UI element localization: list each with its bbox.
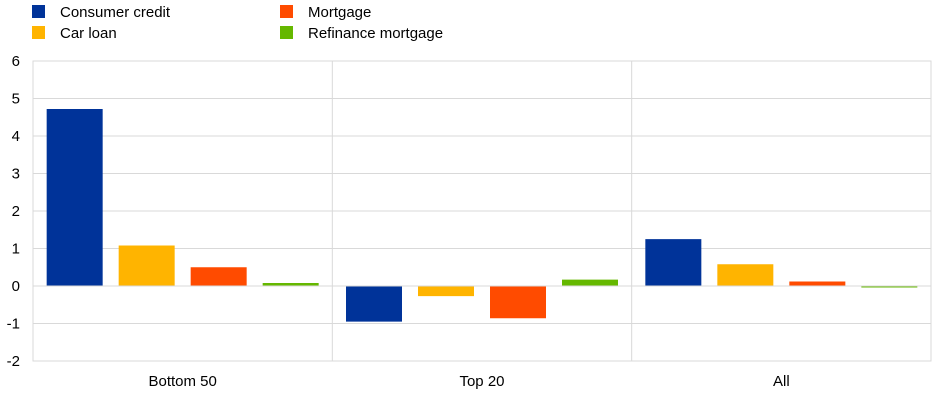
- legend-swatch-refinance-mortgage: [280, 26, 293, 39]
- bar-car-loan-bottom-50: [118, 245, 175, 286]
- bar-car-loan-top-20: [418, 286, 474, 297]
- y-tick-label: 5: [12, 91, 20, 108]
- category-separators: [331, 61, 633, 361]
- legend-swatch-mortgage: [280, 5, 293, 18]
- y-axis-ticks: -2 -1 0 1 2 3 4 5 6: [7, 53, 20, 370]
- bar-refinance-mortgage-bottom-50: [262, 283, 319, 286]
- bar-refinance-mortgage-top-20: [562, 279, 618, 286]
- bar-consumer-credit-top-20: [346, 286, 402, 322]
- bar-mortgage-top-20: [490, 286, 546, 319]
- bar-car-loan-all: [717, 264, 774, 286]
- legend-label-mortgage: Mortgage: [308, 4, 371, 21]
- x-category-label: Top 20: [459, 373, 504, 390]
- gridlines: [33, 98, 931, 324]
- bar-consumer-credit-bottom-50: [46, 109, 103, 286]
- legend-label-refinance-mortgage: Refinance mortgage: [308, 25, 443, 42]
- y-tick-label: -1: [7, 316, 20, 333]
- y-tick-label: 6: [12, 53, 20, 70]
- y-tick-label: -2: [7, 353, 20, 370]
- x-category-label: Bottom 50: [148, 373, 216, 390]
- legend-swatch-car-loan: [32, 26, 45, 39]
- x-category-label: All: [773, 373, 790, 390]
- x-axis-labels: Bottom 50 Top 20 All: [148, 373, 789, 390]
- legend-label-car-loan: Car loan: [60, 25, 117, 42]
- bar-mortgage-bottom-50: [190, 267, 247, 286]
- legend-swatch-consumer-credit: [32, 5, 45, 18]
- legend-label-consumer-credit: Consumer credit: [60, 4, 171, 21]
- plot-area: [32, 60, 932, 362]
- y-tick-label: 2: [12, 203, 20, 220]
- bar-mortgage-all: [789, 281, 846, 286]
- bar-refinance-mortgage-all: [861, 286, 918, 288]
- bars: [46, 109, 918, 322]
- legend: Consumer credit Car loan Mortgage Refinance…: [32, 4, 443, 42]
- y-tick-label: 4: [12, 128, 20, 145]
- y-tick-label: 3: [12, 166, 20, 183]
- y-tick-label: 1: [12, 241, 20, 258]
- y-tick-label: 0: [12, 278, 20, 295]
- bar-consumer-credit-all: [645, 239, 702, 286]
